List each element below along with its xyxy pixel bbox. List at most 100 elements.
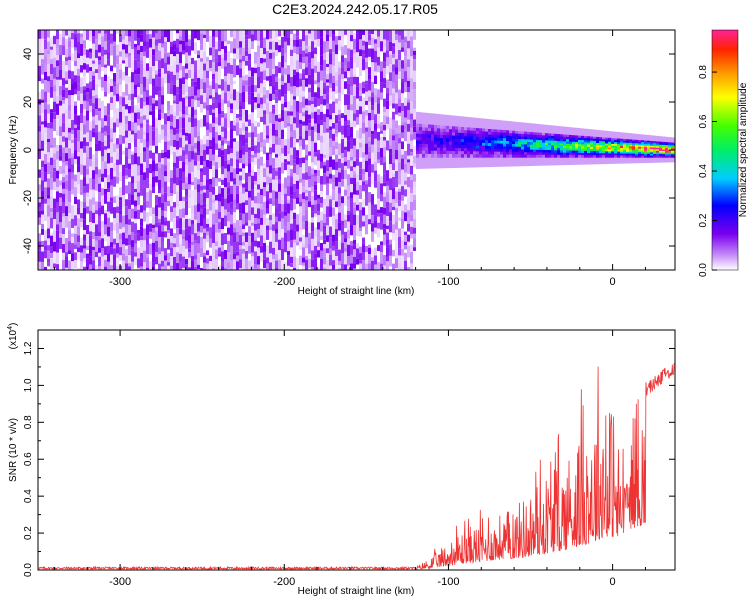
spectrogram-cell bbox=[410, 244, 413, 252]
spectrogram-cell bbox=[89, 81, 92, 89]
spectrogram-cell bbox=[593, 136, 596, 140]
spectrogram-cell bbox=[185, 144, 188, 155]
spectrogram-cell bbox=[299, 224, 302, 230]
spectrogram-cell bbox=[128, 46, 131, 54]
spectrogram-cell bbox=[188, 122, 191, 134]
spectrogram-cell bbox=[329, 237, 332, 249]
spectrogram-cell bbox=[560, 152, 563, 156]
spectrogram-cell bbox=[464, 145, 467, 149]
spectrogram-cell bbox=[128, 219, 131, 225]
spectrogram-cell bbox=[530, 154, 533, 158]
spectrogram-cell bbox=[110, 201, 113, 214]
spectrogram-cell bbox=[584, 146, 587, 150]
spectrogram-cell bbox=[125, 168, 128, 176]
spectrogram-cell bbox=[266, 257, 269, 264]
spectrogram-cell bbox=[68, 30, 71, 38]
spectrogram-cell bbox=[104, 49, 107, 55]
spectrogram-cell bbox=[347, 77, 350, 84]
spectrogram-cell bbox=[185, 200, 188, 204]
spectrogram-cell bbox=[203, 228, 206, 233]
spectrogram-cell bbox=[380, 122, 383, 126]
spectrogram-cell bbox=[83, 258, 86, 263]
spectrogram-cell bbox=[665, 152, 668, 155]
spectrogram-cell bbox=[254, 268, 257, 270]
spectrogram-cell bbox=[152, 120, 155, 128]
spectrogram-cell bbox=[260, 188, 263, 195]
spectrogram-cell bbox=[113, 122, 116, 133]
spectrogram-cell bbox=[290, 111, 293, 116]
spectrogram-cell bbox=[185, 79, 188, 84]
spectrogram-cell bbox=[506, 143, 509, 147]
spectrogram-cell bbox=[263, 103, 266, 111]
spectrogram-cell bbox=[293, 117, 296, 124]
spectrogram-cell bbox=[107, 261, 110, 270]
spectrogram-cell bbox=[302, 56, 305, 64]
spectrogram-cell bbox=[608, 153, 611, 156]
spectrogram-cell bbox=[473, 127, 476, 132]
spectrogram-cell bbox=[251, 222, 254, 226]
spectrogram-cell bbox=[326, 40, 329, 53]
spectrogram-cell bbox=[242, 30, 245, 37]
spectrogram-cell bbox=[329, 167, 332, 174]
spectrogram-cell bbox=[350, 49, 353, 57]
spectrogram-cell bbox=[530, 137, 533, 141]
spectrogram-cell bbox=[74, 215, 77, 226]
spectrogram-cell bbox=[248, 209, 251, 221]
spectrogram-cell bbox=[80, 213, 83, 219]
spectrogram-cell bbox=[194, 205, 197, 216]
spectrogram-cell bbox=[71, 33, 74, 40]
spectrogram-cell bbox=[293, 183, 296, 192]
spectrogram-cell bbox=[314, 173, 317, 177]
spectrogram-cell bbox=[440, 154, 443, 158]
spectrogram-cell bbox=[83, 146, 86, 153]
spectrogram-cell bbox=[332, 174, 335, 183]
spectrogram-cell bbox=[233, 194, 236, 200]
spectrogram-cell bbox=[185, 41, 188, 46]
spectrogram-cell bbox=[182, 208, 185, 218]
spectrogram-cell bbox=[188, 61, 191, 70]
spectrogram-cell bbox=[101, 228, 104, 239]
spectrogram-cell bbox=[455, 126, 458, 131]
spectrogram-cell bbox=[323, 161, 326, 166]
spectrogram-cell bbox=[497, 140, 500, 144]
spectrogram-cell bbox=[41, 224, 44, 229]
spectrogram-cell bbox=[95, 58, 98, 70]
spectrogram-cell bbox=[149, 243, 152, 255]
spectrogram-cell bbox=[248, 119, 251, 127]
spectrogram-cell bbox=[56, 191, 59, 203]
spectrogram-cell bbox=[227, 268, 230, 270]
spectrogram-cell bbox=[128, 100, 131, 107]
spectrogram-cell bbox=[164, 73, 167, 81]
spectrogram-cell bbox=[386, 206, 389, 217]
spectrogram-cell bbox=[146, 187, 149, 193]
spectrogram-cell bbox=[230, 214, 233, 225]
spectrogram-cell bbox=[179, 253, 182, 262]
spectrogram-cell bbox=[263, 114, 266, 125]
spectrogram-cell bbox=[305, 172, 308, 180]
spectrogram-cell bbox=[413, 112, 416, 120]
spectrogram-cell bbox=[395, 241, 398, 253]
spectrogram-cell bbox=[488, 128, 491, 133]
spectrogram-cell bbox=[350, 127, 353, 138]
spectrogram-cell bbox=[611, 153, 614, 156]
spectrogram-cell bbox=[377, 245, 380, 252]
spectrogram-cell bbox=[386, 50, 389, 58]
spectrogram-cell bbox=[410, 113, 413, 120]
spectrogram-cell bbox=[299, 182, 302, 195]
spectrogram-cell bbox=[386, 216, 389, 226]
spectrogram-cell bbox=[461, 129, 464, 134]
spectrogram-cell bbox=[221, 150, 224, 156]
spectrogram-cell bbox=[152, 78, 155, 87]
spectrogram-cell bbox=[392, 170, 395, 174]
spectrogram-cell bbox=[272, 230, 275, 242]
spectrogram-cell bbox=[110, 33, 113, 44]
spectrogram-cell bbox=[443, 135, 446, 139]
spectrogram-cell bbox=[236, 113, 239, 118]
spectrogram-cell bbox=[179, 132, 182, 138]
spectrogram-cell bbox=[413, 199, 416, 211]
spectrogram-cell bbox=[320, 176, 323, 185]
colorbar-tick-label: 0.4 bbox=[698, 164, 709, 178]
spectrogram-cell bbox=[353, 161, 356, 168]
spectrogram-cell bbox=[242, 248, 245, 254]
spectrogram-cell bbox=[257, 241, 260, 248]
